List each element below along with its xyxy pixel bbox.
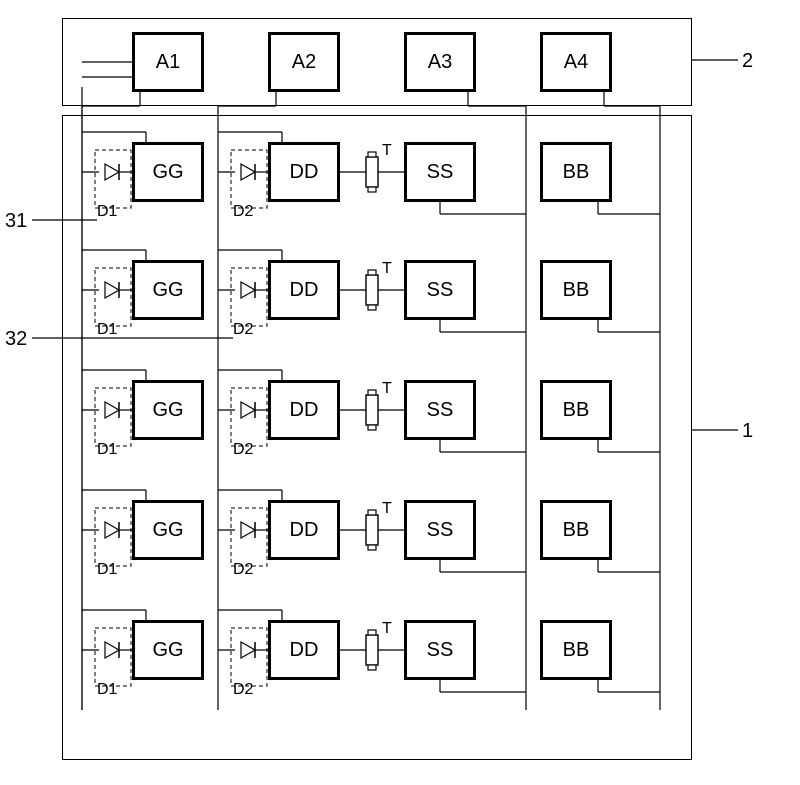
label-a3: A3 [428,51,452,74]
label-ss: SS [427,279,454,302]
label-dd: DD [290,161,319,184]
callout-31-text: 31 [5,210,27,232]
label-bb: BB [563,399,590,422]
label-ss: SS [427,639,454,662]
block-dd-0: DD [268,142,340,202]
label-dd: DD [290,519,319,542]
block-gg-3: GG [132,500,204,560]
label-a2: A2 [292,51,316,74]
block-dd-3: DD [268,500,340,560]
label-dd: DD [290,639,319,662]
block-bb-4: BB [540,620,612,680]
callout-31: 31 [5,210,27,233]
block-ss-0: SS [404,142,476,202]
callout-1-text: 1 [742,420,753,442]
block-bb-1: BB [540,260,612,320]
block-gg-0: GG [132,142,204,202]
block-bb-2: BB [540,380,612,440]
block-dd-2: DD [268,380,340,440]
label-ss: SS [427,161,454,184]
block-bb-3: BB [540,500,612,560]
block-a3: A3 [404,32,476,92]
block-ss-4: SS [404,620,476,680]
block-bb-0: BB [540,142,612,202]
callout-1: 1 [742,420,753,443]
label-gg: GG [152,399,183,422]
callout-2-text: 2 [742,50,753,72]
block-a2: A2 [268,32,340,92]
label-gg: GG [152,639,183,662]
block-ss-2: SS [404,380,476,440]
label-gg: GG [152,279,183,302]
block-gg-4: GG [132,620,204,680]
block-gg-2: GG [132,380,204,440]
callout-2: 2 [742,50,753,73]
block-a1: A1 [132,32,204,92]
label-bb: BB [563,639,590,662]
label-bb: BB [563,161,590,184]
label-bb: BB [563,279,590,302]
label-dd: DD [290,399,319,422]
label-bb: BB [563,519,590,542]
block-ss-3: SS [404,500,476,560]
block-dd-1: DD [268,260,340,320]
label-dd: DD [290,279,319,302]
label-ss: SS [427,399,454,422]
block-gg-1: GG [132,260,204,320]
label-a4: A4 [564,51,588,74]
block-a4: A4 [540,32,612,92]
block-ss-1: SS [404,260,476,320]
label-gg: GG [152,161,183,184]
label-ss: SS [427,519,454,542]
label-a1: A1 [156,51,180,74]
callout-32: 32 [5,328,27,351]
block-dd-4: DD [268,620,340,680]
label-gg: GG [152,519,183,542]
callout-32-text: 32 [5,328,27,350]
